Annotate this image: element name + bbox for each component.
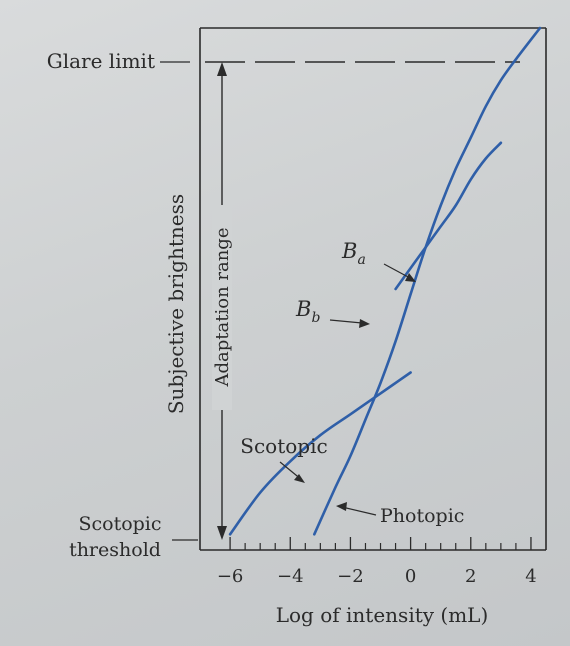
x-tick-label: −6 bbox=[217, 566, 244, 587]
x-tick-label: 2 bbox=[465, 566, 476, 587]
annotation-ba-letter: B bbox=[341, 239, 357, 263]
series-photopic-line bbox=[313, 26, 542, 536]
x-tick-label: −4 bbox=[277, 566, 304, 587]
series-scotopic-line bbox=[228, 371, 412, 536]
adaptation-range-arrowhead-bottom bbox=[217, 526, 227, 540]
annotation-scotopic: Scotopic bbox=[240, 434, 327, 458]
adaptation-range-label-bg bbox=[212, 205, 232, 410]
series-bb-line bbox=[394, 141, 503, 291]
annotation-bb: Bb bbox=[295, 297, 320, 326]
annotation-ba-sub: a bbox=[357, 252, 365, 268]
x-tick-label: 0 bbox=[405, 566, 416, 587]
annotation-ba-pointer bbox=[383, 263, 411, 279]
annotation-scotopic-arrowhead bbox=[294, 474, 305, 483]
x-tick-label: 4 bbox=[525, 566, 536, 587]
adaptation-range-arrowhead-top bbox=[217, 62, 227, 76]
annotation-ba: Ba bbox=[341, 239, 366, 268]
scotopic-threshold-label-line2: threshold bbox=[69, 539, 161, 561]
annotation-bb-letter: B bbox=[295, 297, 311, 321]
annotation-ba-arrowhead bbox=[405, 273, 416, 282]
curves-group bbox=[228, 26, 542, 536]
glare-limit-label: Glare limit bbox=[47, 49, 155, 73]
y-axis-label: Subjective brightness bbox=[164, 194, 188, 414]
annotation-photopic-arrowhead bbox=[336, 502, 347, 511]
annotation-photopic: Photopic bbox=[380, 505, 464, 527]
x-axis-label: Log of intensity (mL) bbox=[276, 603, 489, 627]
annotation-photopic-pointer bbox=[341, 506, 377, 516]
annotation-bb-pointer bbox=[329, 319, 363, 324]
annotation-bb-arrowhead bbox=[359, 319, 370, 328]
annotation-bb-sub: b bbox=[311, 310, 320, 326]
scotopic-threshold-label-line1: Scotopic bbox=[78, 513, 161, 535]
adaptation-range-label: Adaptation range bbox=[212, 228, 233, 388]
x-ticks-group: −6 −4 −2 0 2 4 bbox=[217, 537, 537, 587]
x-tick-label: −2 bbox=[337, 566, 364, 587]
